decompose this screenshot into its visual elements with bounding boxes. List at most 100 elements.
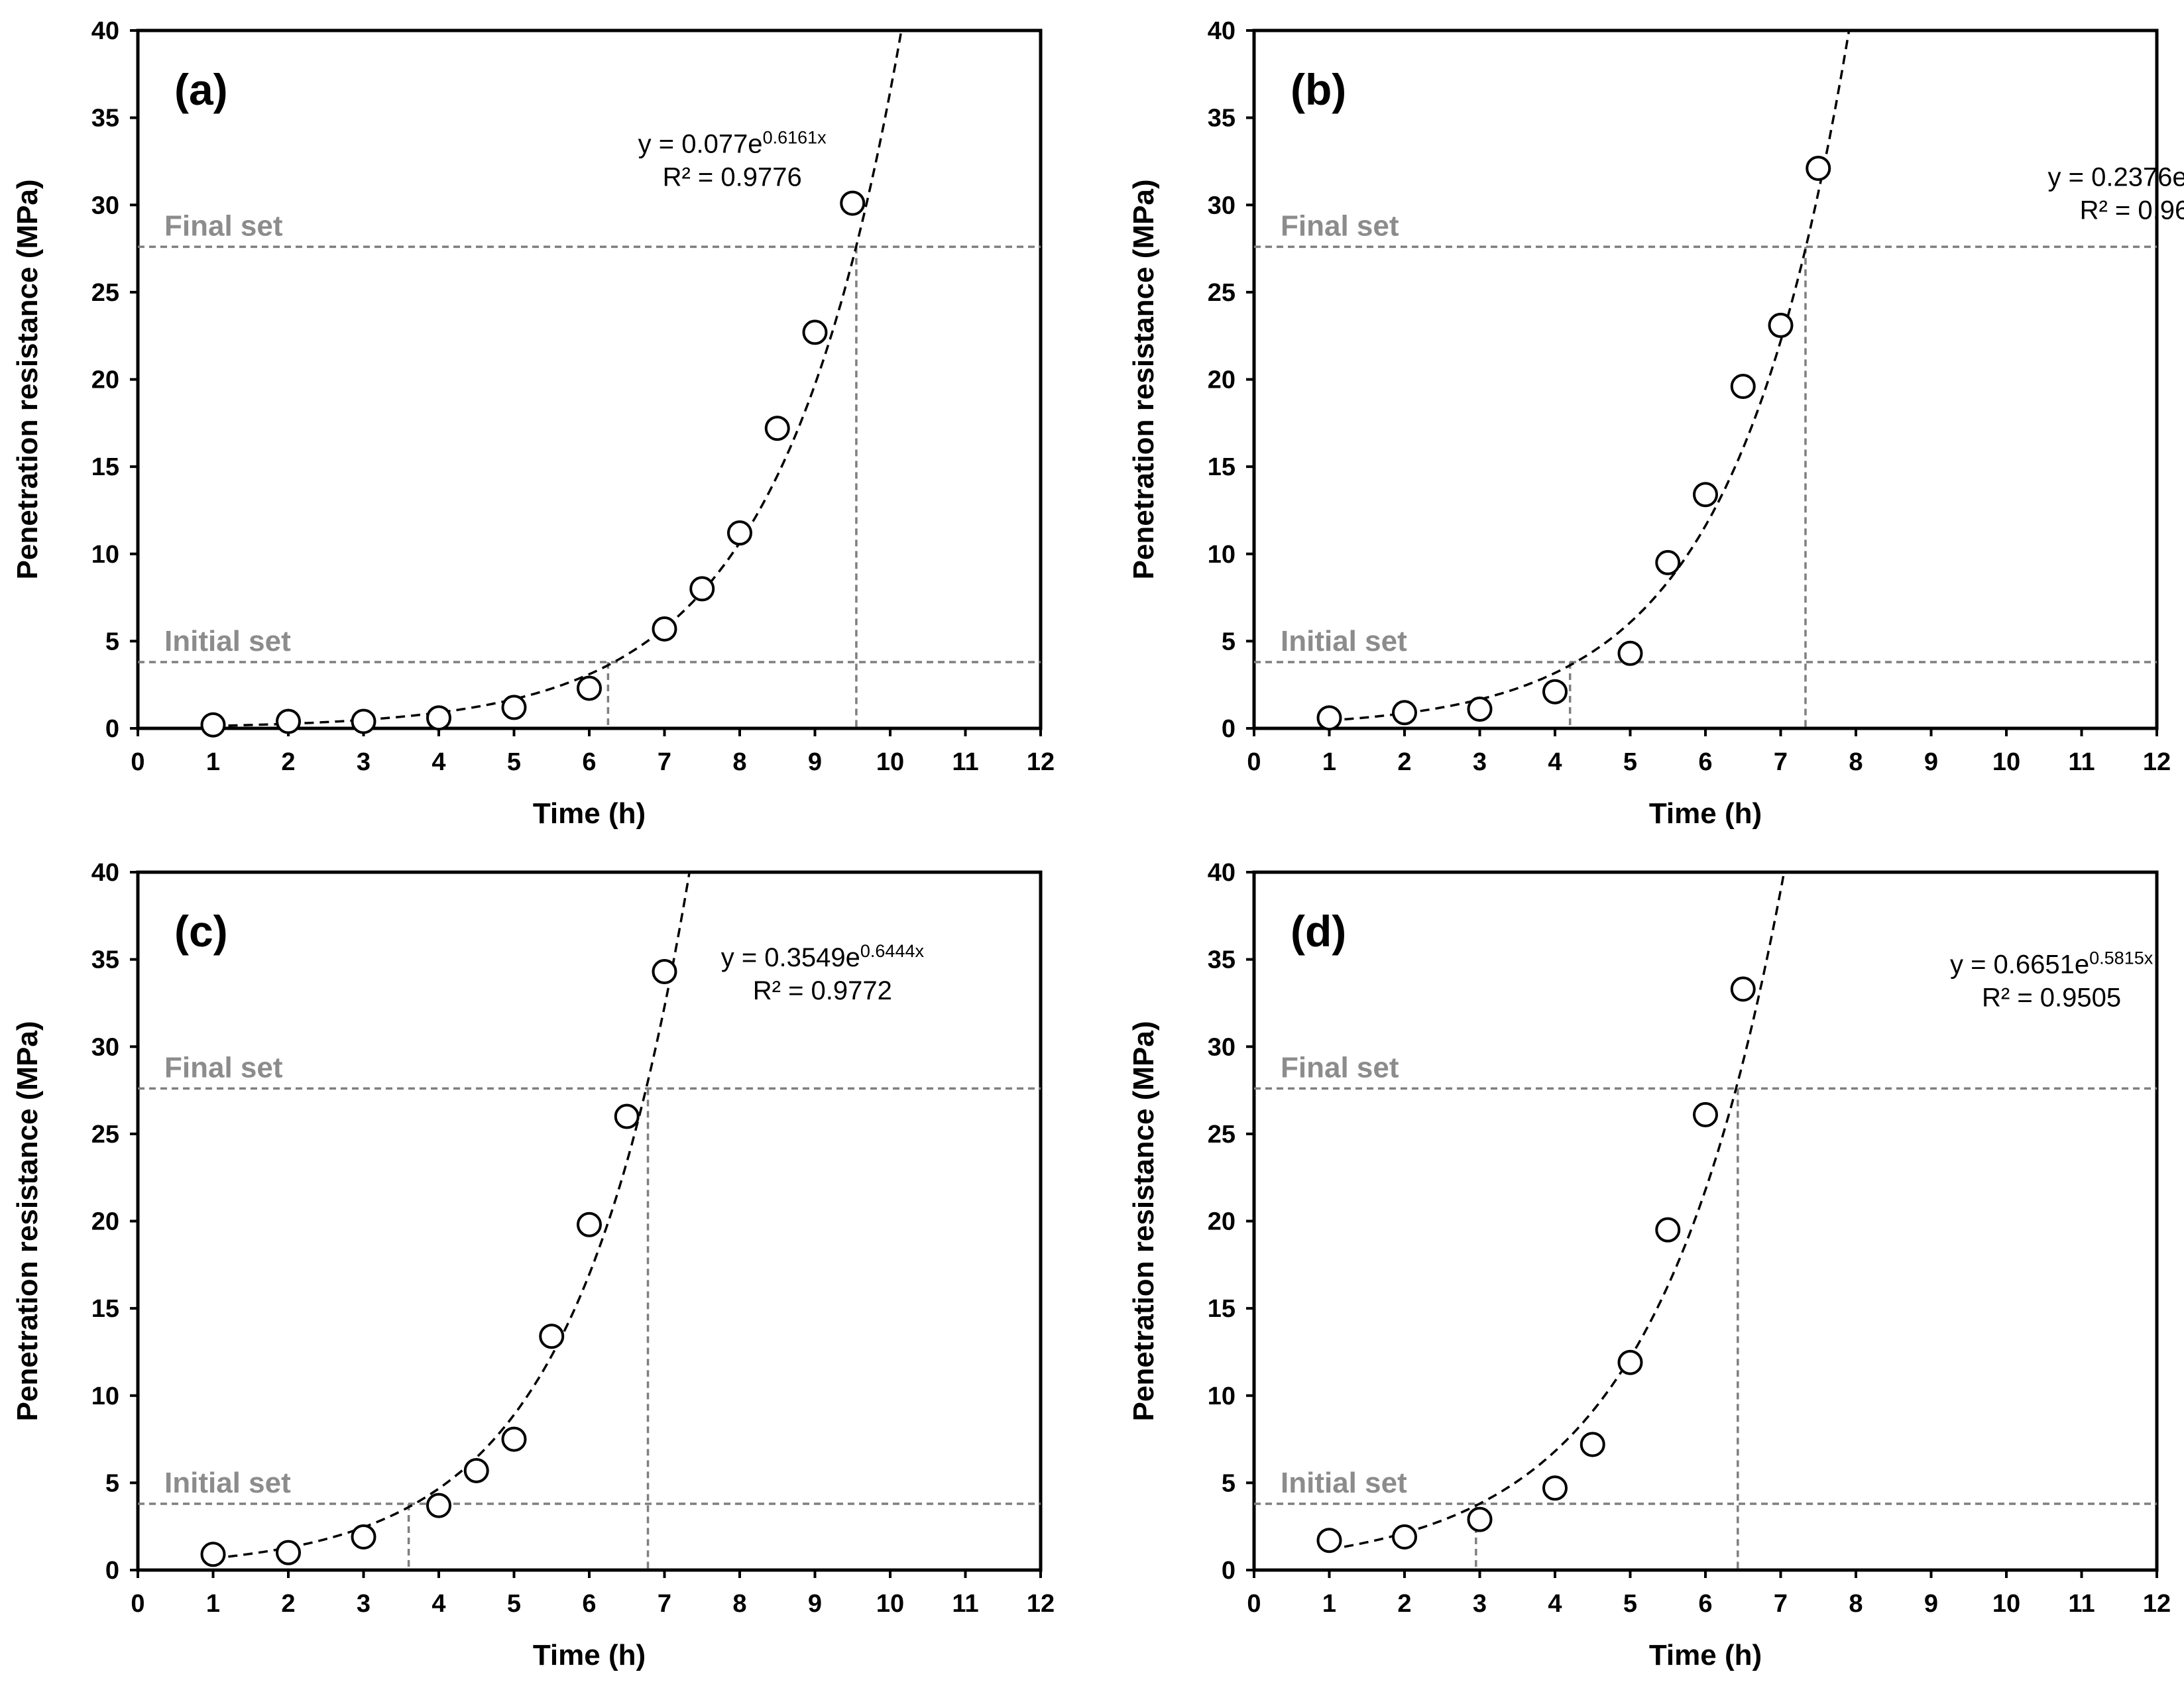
x-tick-label: 1 — [1322, 1590, 1336, 1618]
panel-label: (b) — [1291, 65, 1346, 114]
x-tick-label: 4 — [431, 1590, 445, 1618]
y-tick-label: 35 — [1208, 105, 1236, 133]
x-tick-label: 6 — [1698, 1590, 1712, 1618]
x-tick-label: 6 — [1698, 748, 1712, 776]
y-tick-label: 0 — [105, 1557, 119, 1585]
data-point — [1467, 1506, 1493, 1532]
x-tick-label: 11 — [952, 1590, 978, 1618]
final-set-label: Final set — [1281, 209, 1399, 242]
x-tick-label: 12 — [1027, 1590, 1055, 1618]
fit-equation: y = 0.6651e0.5815x — [1950, 948, 2154, 980]
y-tick-label: 35 — [91, 105, 119, 133]
y-tick-label: 10 — [1208, 541, 1236, 569]
y-tick-label: 35 — [91, 946, 119, 974]
y-tick-label: 40 — [91, 859, 119, 887]
fit-curve — [1329, 30, 1851, 722]
x-tick-label: 8 — [1849, 1590, 1863, 1618]
x-tick-label: 9 — [808, 1590, 822, 1618]
x-axis-title: Time (h) — [1649, 797, 1762, 830]
data-point — [1542, 1475, 1568, 1501]
x-tick-label: 2 — [281, 1590, 295, 1618]
x-tick-label: 8 — [1849, 748, 1863, 776]
x-tick-label: 8 — [732, 748, 746, 776]
initial-set-label: Initial set — [164, 625, 291, 657]
data-point — [689, 576, 715, 602]
data-point — [1730, 976, 1756, 1002]
data-point — [1693, 1101, 1718, 1127]
y-tick-label: 15 — [91, 453, 119, 481]
x-tick-label: 5 — [507, 748, 521, 776]
x-tick-label: 6 — [582, 748, 596, 776]
x-axis-title: Time (h) — [1649, 1639, 1762, 1671]
y-tick-label: 40 — [91, 17, 119, 45]
data-point — [539, 1324, 565, 1349]
x-axis-title: Time (h) — [533, 1639, 646, 1671]
fit-r-squared: R² = 0.9772 — [753, 976, 892, 1005]
initial-set-label: Initial set — [164, 1467, 291, 1499]
y-tick-label: 15 — [1208, 453, 1236, 481]
y-tick-label: 30 — [1208, 192, 1236, 219]
x-tick-label: 0 — [1247, 748, 1261, 776]
y-tick-label: 25 — [1208, 279, 1236, 307]
plot-frame — [1252, 28, 2159, 730]
x-tick-label: 2 — [281, 748, 295, 776]
data-point — [764, 416, 790, 441]
data-point — [802, 319, 828, 345]
data-point — [501, 1426, 527, 1452]
data-point — [727, 520, 752, 546]
panel-label: (d) — [1291, 907, 1346, 956]
data-point — [1655, 549, 1681, 575]
fit-r-squared: R² = 0.9698 — [2080, 196, 2184, 225]
fit-equation: y = 0.077e0.6161x — [638, 127, 827, 158]
data-point — [840, 190, 866, 216]
x-tick-label: 4 — [1548, 1590, 1562, 1618]
y-tick-label: 20 — [91, 1208, 119, 1236]
y-tick-label: 15 — [1208, 1295, 1236, 1323]
y-tick-label: 5 — [105, 1469, 119, 1497]
data-point — [200, 1542, 226, 1567]
data-point — [351, 708, 376, 734]
x-tick-label: 1 — [206, 748, 220, 776]
fit-equation: y = 0.2376e0.6482x — [2048, 160, 2184, 192]
panel-label: (c) — [174, 907, 228, 956]
x-tick-label: 11 — [2068, 1590, 2095, 1618]
x-tick-label: 7 — [658, 748, 671, 776]
x-tick-label: 7 — [1774, 748, 1788, 776]
x-tick-label: 12 — [2143, 1590, 2171, 1618]
data-point — [1693, 482, 1718, 508]
x-tick-label: 0 — [1247, 1590, 1261, 1618]
fit-r-squared: R² = 0.9505 — [1982, 984, 2121, 1013]
x-tick-label: 2 — [1397, 748, 1411, 776]
data-point — [614, 1103, 640, 1129]
x-tick-label: 9 — [808, 748, 822, 776]
data-point — [426, 705, 451, 731]
y-tick-label: 25 — [91, 279, 119, 307]
y-tick-label: 10 — [91, 1382, 119, 1410]
data-point — [1768, 312, 1794, 338]
x-tick-label: 10 — [876, 748, 904, 776]
x-tick-label: 10 — [1992, 748, 2020, 776]
x-tick-label: 0 — [131, 748, 144, 776]
data-point — [1316, 705, 1342, 731]
final-set-label: Final set — [164, 209, 283, 242]
data-point — [463, 1457, 489, 1483]
data-point — [1806, 155, 1831, 181]
x-tick-label: 3 — [1473, 748, 1487, 776]
fit-curve — [213, 30, 903, 727]
x-axis-title: Time (h) — [533, 797, 646, 830]
y-tick-label: 30 — [1208, 1033, 1236, 1061]
x-tick-label: 7 — [1774, 1590, 1788, 1618]
data-point — [1542, 679, 1568, 705]
x-tick-label: 11 — [952, 748, 978, 776]
y-tick-label: 30 — [91, 192, 119, 219]
plot-frame — [136, 28, 1043, 730]
y-tick-label: 40 — [1208, 17, 1236, 45]
x-tick-label: 3 — [1473, 1590, 1487, 1618]
data-point — [1467, 697, 1493, 722]
y-tick-label: 10 — [91, 541, 119, 569]
x-tick-label: 8 — [732, 1590, 746, 1618]
y-tick-label: 25 — [1208, 1121, 1236, 1149]
